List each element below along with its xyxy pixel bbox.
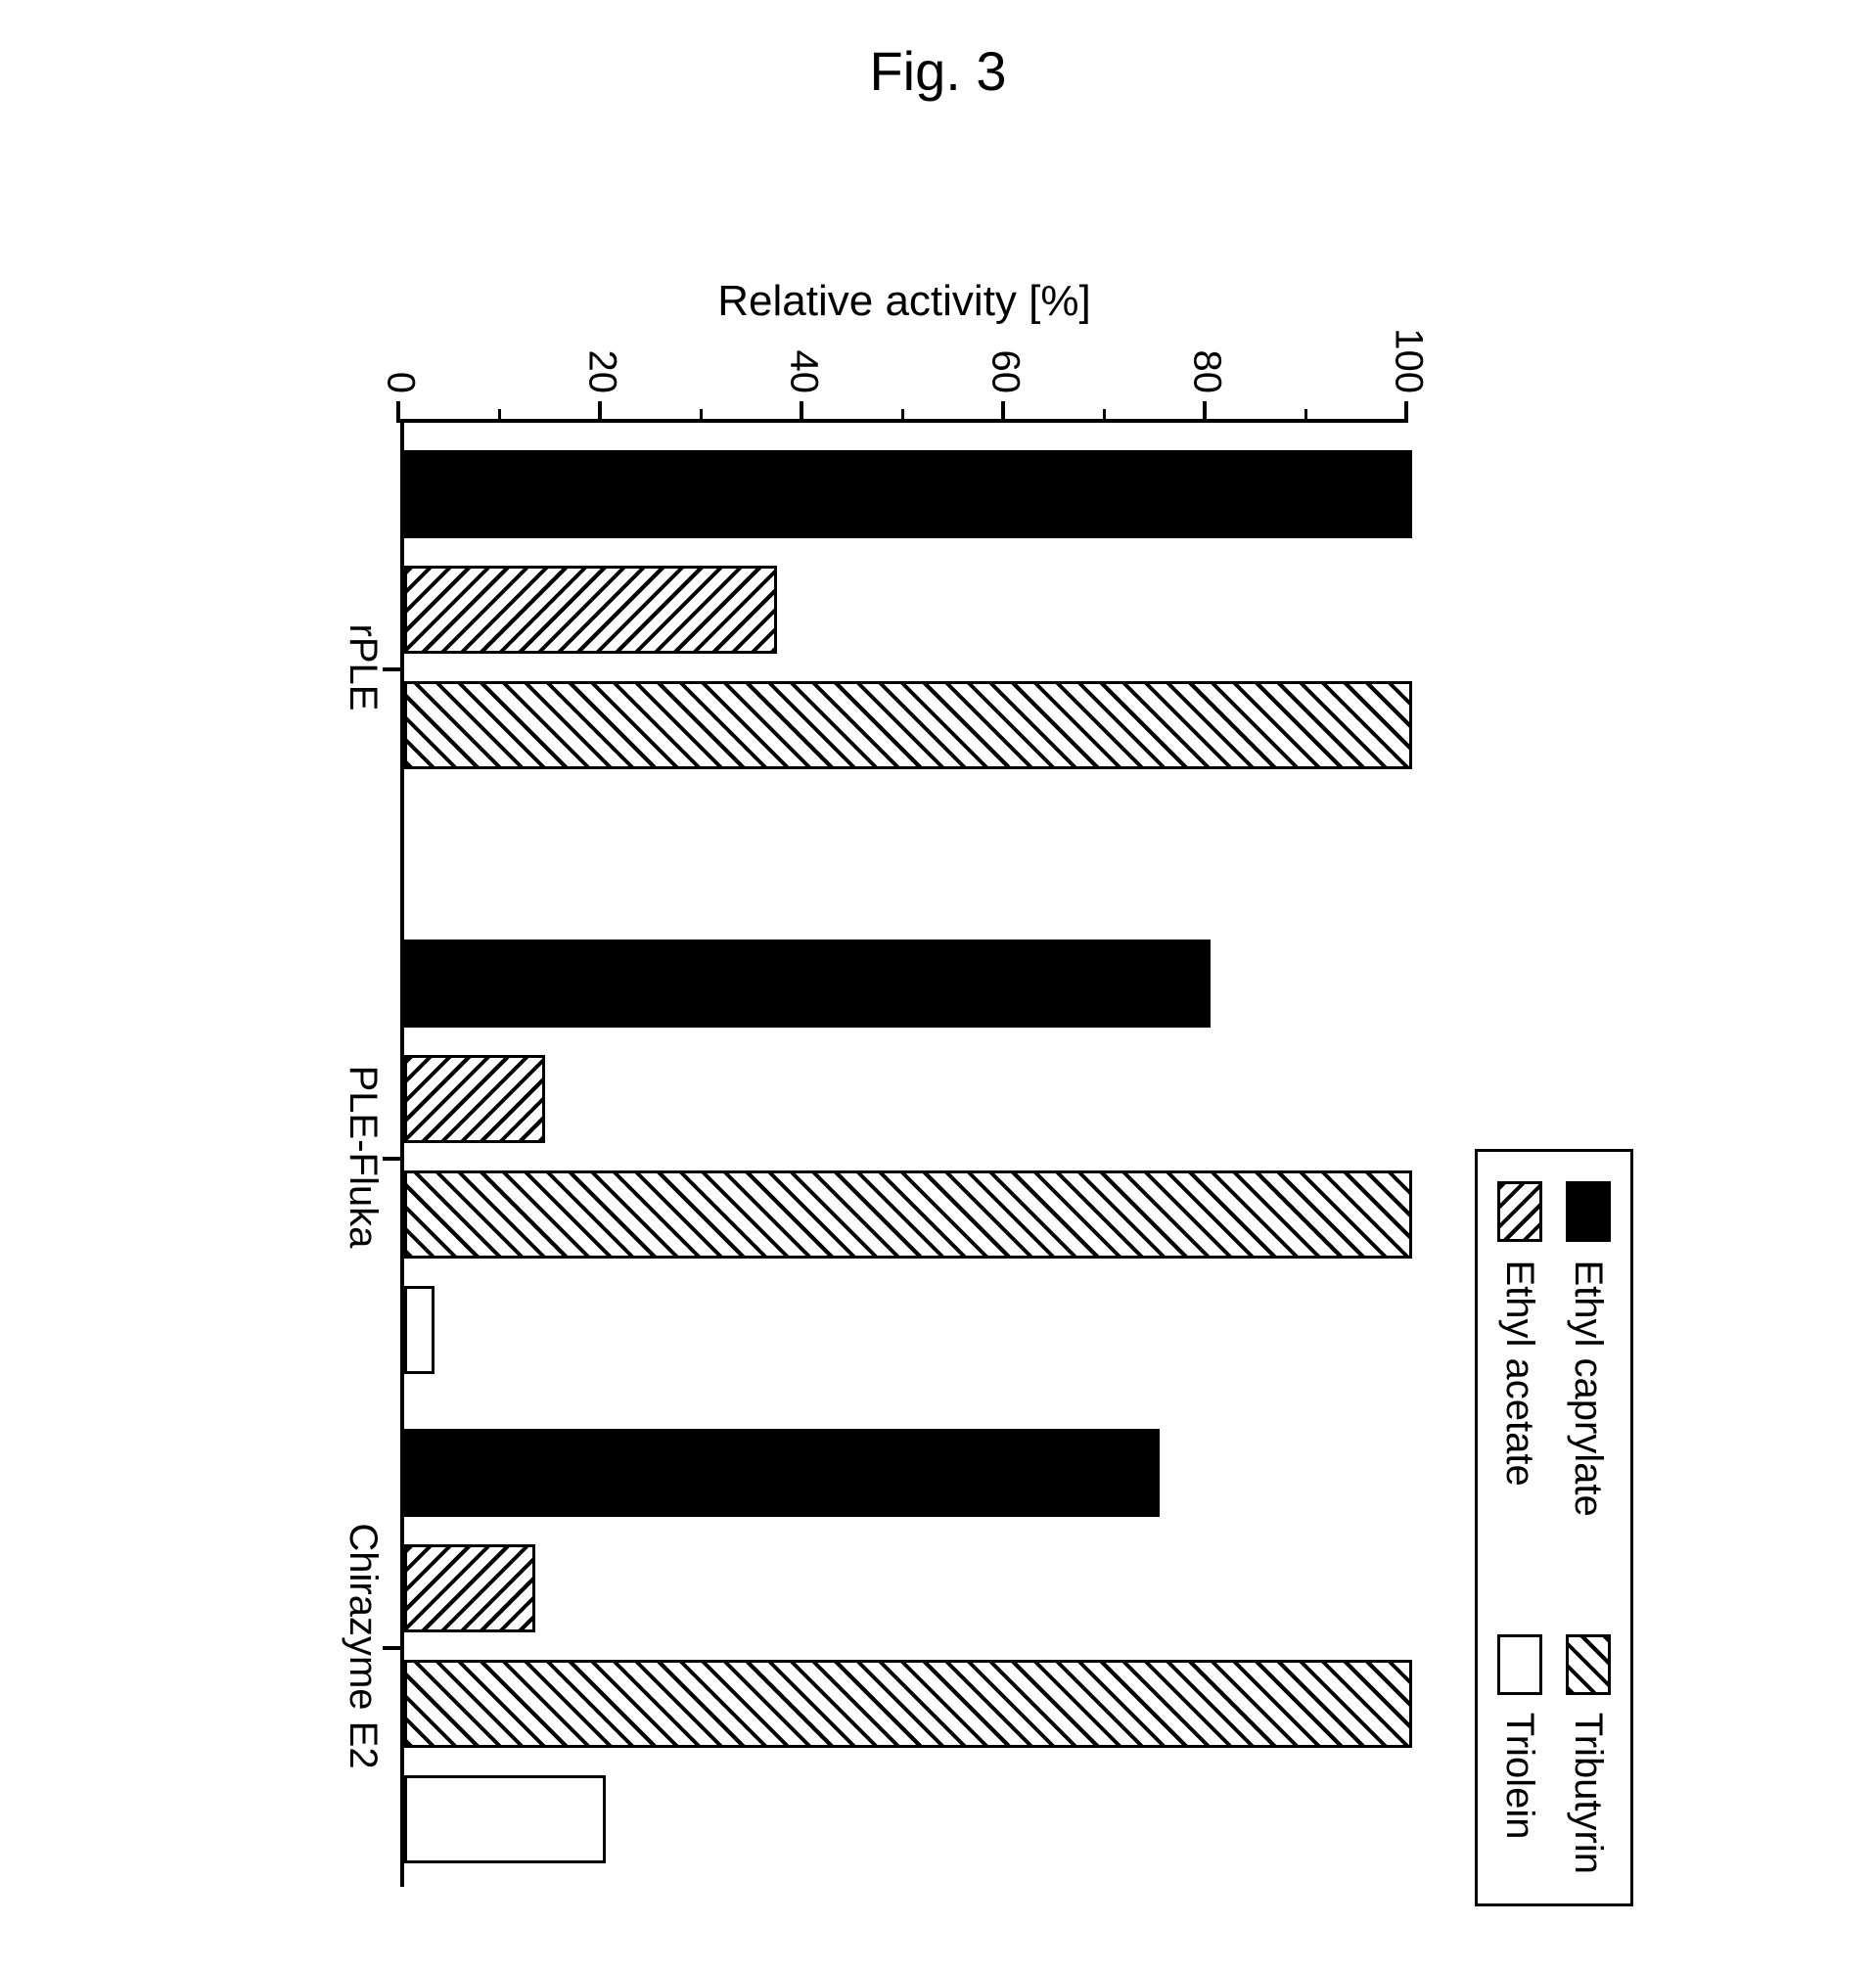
y-tick-minor [1304, 409, 1307, 423]
y-tick [1001, 401, 1005, 423]
y-tick-label: 60 [983, 349, 1027, 393]
legend-swatch-solid-icon [1566, 1181, 1611, 1242]
legend-label: Tributyrin [1566, 1712, 1610, 1873]
bar [404, 566, 777, 654]
x-tick [383, 1157, 404, 1161]
legend-label: Ethyl acetate [1497, 1260, 1541, 1486]
y-tick-label: 40 [781, 349, 825, 393]
bar [404, 1055, 545, 1143]
legend-label: Triolein [1497, 1712, 1541, 1839]
x-tick-label: Chirazyme E2 [341, 1523, 385, 1768]
x-tick [383, 667, 404, 671]
bar [404, 450, 1412, 538]
x-tick [383, 1646, 404, 1650]
y-tick-label: 0 [378, 371, 422, 392]
x-tick-label: PLE-Fluka [341, 1065, 385, 1248]
bar [404, 1170, 1412, 1259]
y-tick [396, 401, 400, 423]
y-tick-minor [1103, 409, 1106, 423]
y-tick-label: 80 [1184, 349, 1228, 393]
y-axis-title: Relative activity [%] [717, 277, 1090, 326]
bar [404, 1286, 435, 1374]
y-tick-minor [498, 409, 501, 423]
y-tick [1404, 401, 1408, 423]
y-tick-label: 20 [579, 349, 623, 393]
plot-area: 020406080100rPLEPLE-FlukaChirazyme E2 [400, 419, 1408, 1887]
y-tick-label: 100 [1386, 328, 1430, 393]
bar [404, 1429, 1161, 1517]
y-tick [1203, 401, 1207, 423]
legend-label: Ethyl caprylate [1566, 1260, 1610, 1516]
legend-item: Tributyrin [1566, 1633, 1611, 1873]
legend-swatch-diag1-icon [1497, 1181, 1542, 1242]
chart: Ethyl caprylate Tributyrin Ethyl acetate… [244, 243, 1633, 1926]
x-tick-label: rPLE [341, 623, 385, 710]
legend-swatch-open-icon [1497, 1633, 1542, 1694]
page: Fig. 3 Ethyl caprylate Tributyrin Ethyl … [0, 0, 1876, 1971]
legend-swatch-diag2-icon [1566, 1633, 1611, 1694]
bar [404, 681, 1412, 769]
y-tick [800, 401, 803, 423]
legend-item: Ethyl acetate [1497, 1181, 1542, 1516]
bar [404, 1544, 535, 1632]
bar [404, 1660, 1412, 1748]
legend-item: Triolein [1497, 1633, 1542, 1873]
rotated-chart-wrap: Ethyl caprylate Tributyrin Ethyl acetate… [244, 243, 1633, 1926]
y-tick-minor [700, 409, 703, 423]
legend: Ethyl caprylate Tributyrin Ethyl acetate… [1475, 1149, 1633, 1906]
legend-item: Ethyl caprylate [1566, 1181, 1611, 1516]
y-tick [598, 401, 602, 423]
figure-label: Fig. 3 [869, 39, 1006, 103]
bar [404, 1775, 606, 1863]
bar [404, 940, 1211, 1028]
y-tick-minor [901, 409, 904, 423]
